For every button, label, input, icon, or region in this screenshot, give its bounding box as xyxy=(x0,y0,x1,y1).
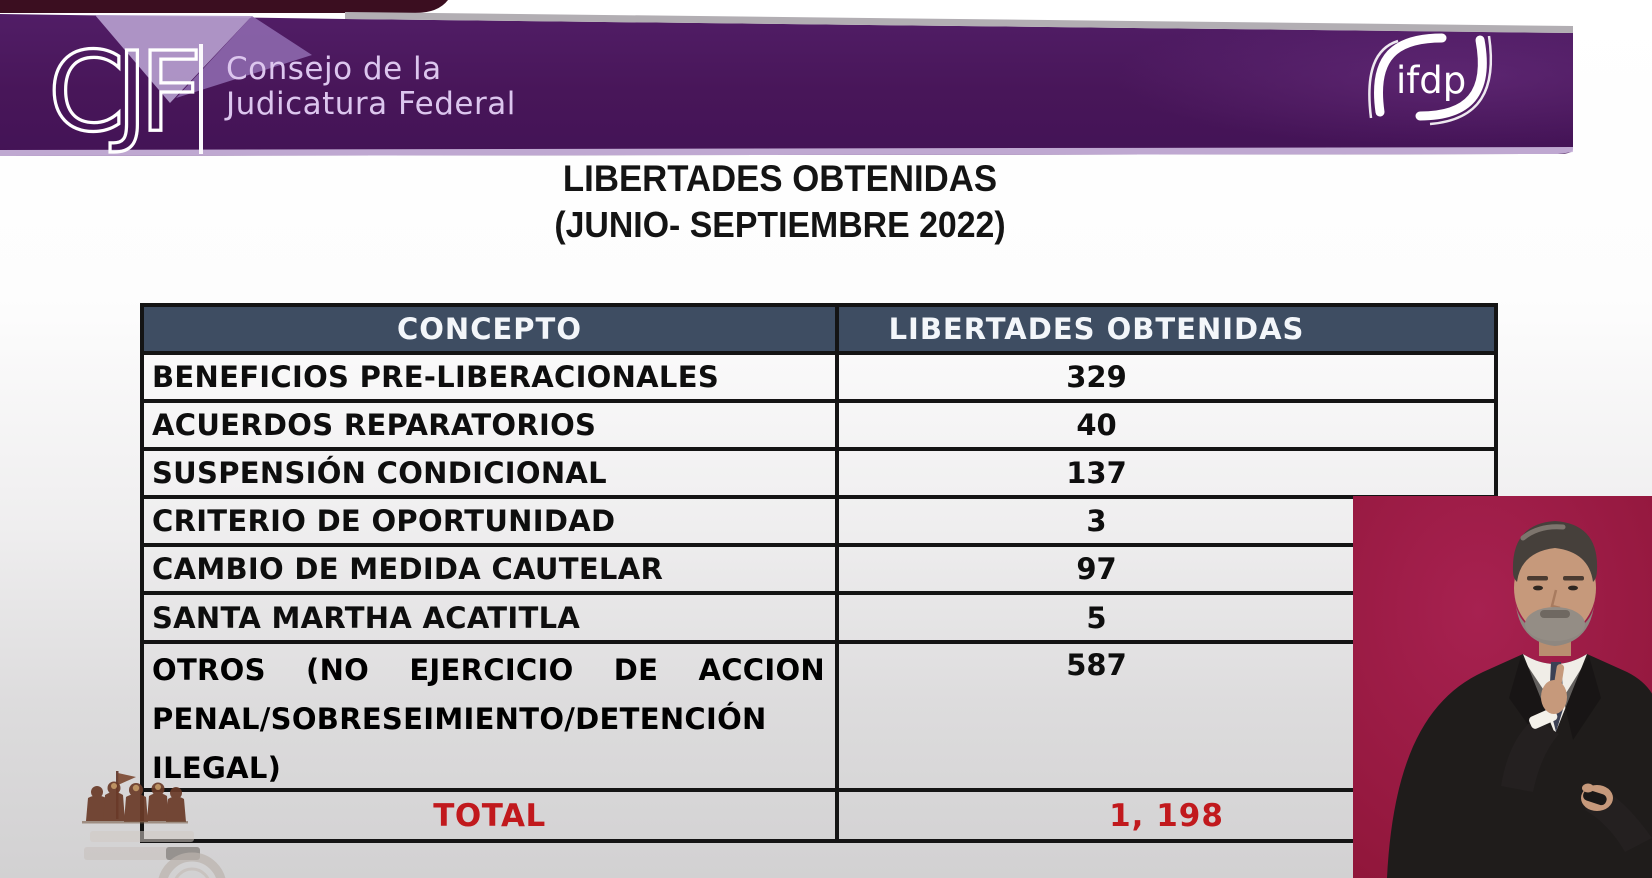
otros-line1: OTROS (NO EJERCICIO DE ACCION xyxy=(152,653,825,687)
banner-accent-triangle-light xyxy=(95,15,252,103)
table-cell-concepto-0: BENEFICIOS PRE-LIBERACIONALES xyxy=(144,351,835,399)
watermark-faded-text-line xyxy=(90,831,194,842)
sign-language-interpreter-video xyxy=(1353,496,1652,878)
watermark-faded-text-line xyxy=(84,847,200,860)
ifdp-logo-icon: ifdp xyxy=(1368,33,1493,126)
otros-line2: PENAL/SOBRESEIMIENTO/DETENCIÓN xyxy=(152,702,767,736)
header-banner: CJF Consejo de la Judicatura Federal ifd… xyxy=(0,0,1573,158)
gobierno-watermark xyxy=(82,771,226,878)
table-cell-concepto-2: SUSPENSIÓN CONDICIONAL xyxy=(144,447,835,495)
table-cell-valor-1: 40 xyxy=(835,399,1494,447)
org-name-line2: Judicatura Federal xyxy=(224,86,516,122)
table-total-label: TOTAL xyxy=(144,788,835,839)
table-cell-concepto-3: CRITERIO DE OPORTUNIDAD xyxy=(144,495,835,543)
banner-bottom-strip xyxy=(0,147,1573,156)
table-cell-concepto-1: ACUERDOS REPARATORIOS xyxy=(144,399,835,447)
table-total-value: 1, 198 xyxy=(835,788,1494,839)
gray-stripe xyxy=(345,12,1573,33)
table-cell-valor-5: 5 xyxy=(835,591,1494,640)
slide-title-line1: LIBERTADES OBTENIDAS xyxy=(562,158,998,199)
table-cell-valor-4: 97 xyxy=(835,543,1494,591)
otros-line3: ILEGAL) xyxy=(152,751,282,785)
banner-divider-line xyxy=(199,44,203,154)
table-cell-concepto-4: CAMBIO DE MEDIDA CAUTELAR xyxy=(144,543,835,591)
banner-accent-triangle-dark xyxy=(176,16,312,98)
table-cell-concepto-5: SANTA MARTHA ACATITLA xyxy=(144,591,835,640)
table-cell-valor-6: 587 xyxy=(835,640,1494,788)
slide-title: LIBERTADES OBTENIDAS (JUNIO- SEPTIEMBRE … xyxy=(140,156,1420,248)
watermark-figures-icon xyxy=(82,771,188,824)
slide-title-line2: (JUNIO- SEPTIEMBRE 2022) xyxy=(554,204,1006,245)
libertades-table: CONCEPTO LIBERTADES OBTENIDAS BENEFICIOS… xyxy=(140,303,1498,843)
table-header-concepto: CONCEPTO xyxy=(144,307,835,351)
top-left-maroon-sliver xyxy=(0,0,448,13)
table-cell-valor-2: 137 xyxy=(835,447,1494,495)
table-cell-concepto-6: OTROS (NO EJERCICIO DE ACCION PENAL/SOBR… xyxy=(144,640,835,788)
ifdp-logo-text: ifdp xyxy=(1396,59,1466,102)
org-name-line1: Consejo de la xyxy=(226,51,442,87)
table-header-valor: LIBERTADES OBTENIDAS xyxy=(835,307,1494,351)
seal-icon xyxy=(158,852,226,878)
interpreter-figure xyxy=(1353,496,1652,878)
table-cell-valor-0: 329 xyxy=(835,351,1494,399)
table-cell-valor-3: 3 xyxy=(835,495,1494,543)
cjf-logo: CJF xyxy=(48,28,196,156)
